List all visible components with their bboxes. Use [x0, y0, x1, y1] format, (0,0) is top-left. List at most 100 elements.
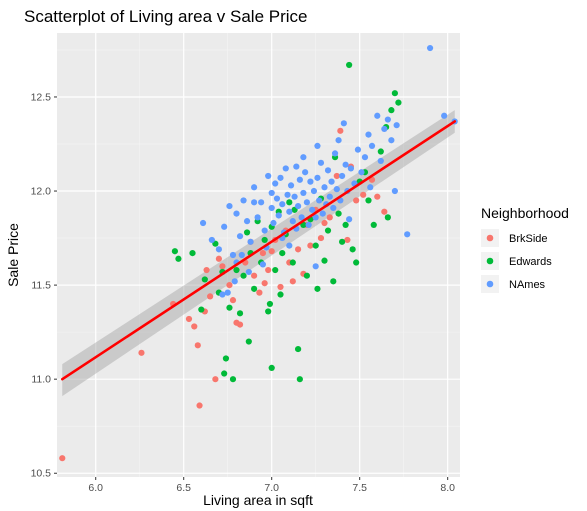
point-names — [296, 176, 303, 183]
point-names — [251, 199, 258, 206]
point-names — [391, 187, 398, 195]
point-brkside — [196, 402, 203, 409]
point-edwards — [251, 285, 258, 292]
point-names — [226, 202, 233, 210]
point-brkside — [138, 349, 145, 356]
point-names — [284, 191, 291, 198]
point-names — [298, 214, 305, 221]
y-tick-label: 11.0 — [31, 374, 51, 386]
x-axis-title: Living area in sqft — [203, 492, 313, 508]
point-names — [309, 206, 316, 213]
point-names — [317, 159, 325, 166]
point-brkside — [207, 293, 214, 300]
point-edwards — [330, 278, 337, 285]
point-brkside — [344, 236, 351, 244]
point-names — [221, 223, 228, 230]
point-names — [335, 137, 342, 144]
point-brkside — [265, 266, 272, 274]
point-names — [219, 291, 226, 298]
point-names — [238, 251, 245, 259]
y-tick-label: 10.5 — [31, 468, 52, 480]
point-names — [324, 167, 332, 174]
point-edwards — [245, 338, 252, 345]
point-edwards — [321, 257, 328, 264]
point-names — [340, 120, 347, 127]
point-names — [441, 112, 448, 119]
x-tick-label: 6.5 — [176, 482, 191, 494]
point-names — [268, 204, 275, 212]
y-axis-ticks: 10.5 11.0 11.5 12.0 12.5 — [31, 91, 57, 480]
point-edwards — [175, 255, 182, 262]
point-names — [293, 163, 300, 170]
point-brkside — [289, 278, 296, 285]
point-names — [354, 146, 362, 153]
point-names — [300, 189, 307, 197]
point-names — [319, 210, 326, 217]
point-edwards — [266, 300, 274, 308]
point-names — [208, 236, 215, 244]
point-brkside — [268, 248, 275, 255]
point-edwards — [222, 355, 230, 362]
point-names — [384, 116, 391, 123]
point-edwards — [265, 308, 272, 315]
point-names — [321, 184, 328, 191]
point-names — [347, 165, 354, 172]
point-brkside — [381, 208, 388, 215]
point-names — [268, 189, 275, 197]
point-names — [331, 150, 339, 157]
point-edwards — [286, 199, 293, 206]
x-tick-label: 8.0 — [440, 482, 455, 494]
point-edwards — [388, 107, 395, 114]
legend-label-edwards: Edwards — [509, 256, 552, 268]
x-tick-label: 7.5 — [352, 482, 367, 494]
legend-label-names: NAmes — [509, 279, 546, 291]
point-names — [426, 44, 434, 52]
point-edwards — [233, 266, 240, 274]
legend-label-brkside: BrkSide — [509, 233, 548, 245]
point-brkside — [261, 280, 268, 287]
point-names — [282, 165, 289, 172]
point-brkside — [236, 321, 244, 328]
point-edwards — [229, 376, 237, 383]
point-brkside — [256, 289, 263, 296]
point-edwards — [312, 242, 319, 249]
point-edwards — [198, 306, 205, 313]
point-edwards — [391, 90, 398, 97]
point-edwards — [296, 376, 303, 383]
point-names — [303, 199, 310, 206]
point-names — [314, 174, 321, 181]
point-names — [291, 193, 298, 200]
legend-marker-names — [486, 280, 494, 288]
point-names — [275, 212, 282, 219]
point-edwards — [365, 197, 372, 204]
point-names — [342, 161, 349, 168]
point-brkside — [277, 283, 284, 291]
point-names — [259, 261, 266, 268]
point-names — [393, 122, 400, 129]
point-edwards — [377, 148, 384, 155]
point-brkside — [219, 263, 226, 270]
point-names — [338, 172, 346, 180]
point-brkside — [191, 323, 198, 330]
point-brkside — [203, 266, 210, 274]
x-axis-ticks: 6.0 6.5 7.0 7.5 8.0 — [88, 477, 455, 494]
point-names — [236, 233, 244, 240]
point-names — [365, 131, 372, 138]
point-names — [199, 219, 207, 227]
x-tick-label: 7.0 — [264, 482, 279, 494]
chart-title: Scatterplot of Living area v Sale Price — [24, 7, 307, 26]
point-brkside — [59, 455, 66, 462]
point-edwards — [289, 259, 296, 266]
point-names — [243, 218, 251, 225]
point-brkside — [212, 376, 219, 383]
point-edwards — [272, 266, 279, 274]
point-edwards — [243, 229, 251, 236]
point-edwards — [189, 250, 196, 257]
point-names — [367, 184, 374, 191]
point-names — [273, 195, 281, 202]
point-brkside — [215, 255, 223, 262]
point-names — [312, 214, 319, 221]
point-names — [270, 219, 277, 227]
point-names — [361, 154, 369, 161]
point-brkside — [321, 219, 328, 227]
